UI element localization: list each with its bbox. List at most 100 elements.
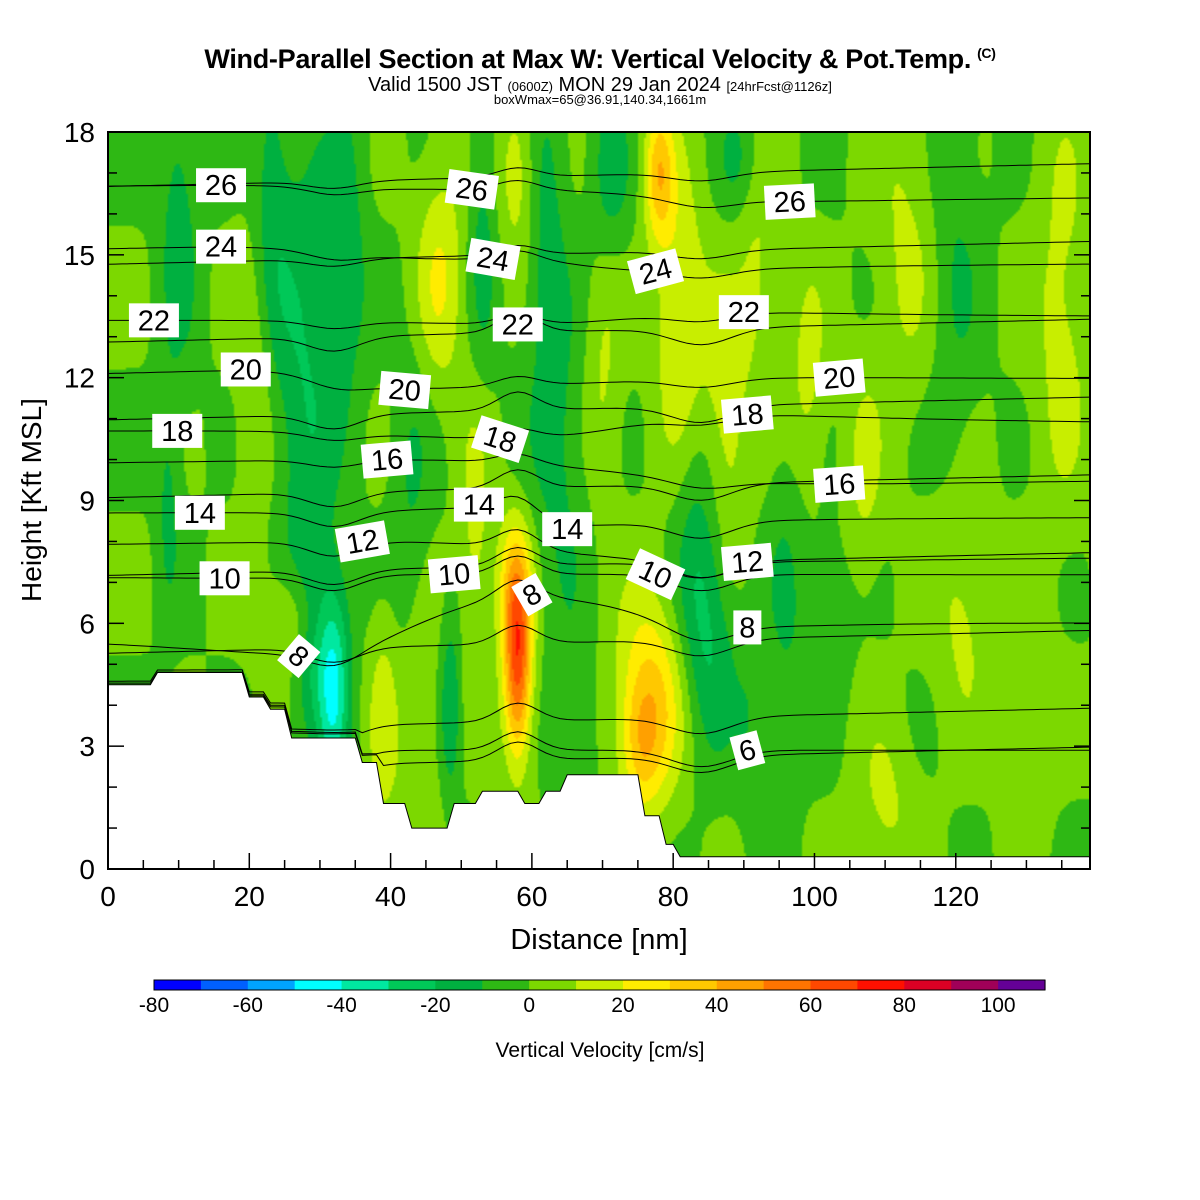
svg-text:10: 10 [208,563,240,595]
theta-contour [108,86,1090,111]
forecast-info: [24hrFcst@1126z] [726,79,832,94]
svg-text:16: 16 [822,468,856,502]
theta-label: 22 [718,295,769,330]
colorbar-swatch [529,980,577,990]
theta-label: 22 [128,303,179,338]
theta-contour [108,312,1090,330]
theta-label: 20 [220,352,271,387]
colorbar-swatch [576,980,624,990]
y-axis: 0 3 6 9 12 15 18 [64,117,1090,885]
colorbar-swatch [341,980,390,990]
theta-label: 26 [444,169,499,210]
theta-contour [108,453,1090,489]
colorbar-tick-label: 40 [705,994,728,1017]
theta-label: 16 [360,440,414,479]
svg-text:24: 24 [474,241,511,278]
y-tick-label: 15 [64,240,95,271]
terrain-mask [108,672,1090,869]
theta-label: 24 [465,237,521,281]
x-tick-label: 60 [516,881,547,912]
chart-title-text: Wind-Parallel Section at Max W: Vertical… [204,44,972,74]
box-wmax-info: boxWmax=65@36.91,140.34,1661m [493,92,707,107]
y-tick-label: 0 [79,854,95,885]
svg-text:20: 20 [822,361,857,396]
theta-label: 8 [733,610,762,645]
theta-label: 10 [427,555,481,594]
valid-time-date: MON 29 Jan 2024 [558,74,721,96]
theta-contour [108,415,1090,441]
theta-label: 12 [334,520,390,563]
x-tick-label: 20 [234,881,265,912]
theta-contour [108,546,1090,586]
svg-text:24: 24 [205,232,237,264]
theta-contour [108,163,1090,189]
colorbar-tick-label: -40 [326,994,356,1017]
theta-label: 18 [720,395,774,434]
colorbar-label: Vertical Velocity [cm/s] [496,1039,705,1062]
svg-text:8: 8 [739,612,755,644]
x-tick-label: 0 [100,881,116,912]
theta-label: 18 [471,415,530,463]
theta-contour [108,241,1090,267]
potential-temperature-contours [108,86,1090,774]
theta-contour [108,179,1090,209]
theta-label: 24 [196,229,247,264]
valid-time-line: Valid 1500 JST (0600Z) MON 29 Jan 2024 [… [0,74,1200,97]
svg-text:20: 20 [230,354,262,386]
colorbar-tick-label: 0 [523,994,535,1017]
theta-label: 24 [626,248,685,295]
colorbar-swatch [388,980,436,990]
svg-text:18: 18 [161,416,193,448]
theta-label: 20 [378,370,432,410]
colorbar-swatch [154,980,202,990]
theta-contour [108,391,1090,430]
theta-contour [108,370,1090,391]
svg-text:14: 14 [463,490,495,522]
svg-text:14: 14 [184,498,216,530]
colorbar-swatch [716,980,765,990]
colorbar-tick-label: 100 [981,994,1016,1017]
svg-text:6: 6 [736,734,760,769]
theta-label: 14 [453,487,504,522]
theta-label: 22 [492,307,543,342]
svg-text:20: 20 [387,374,422,409]
theta-contour [108,579,1090,667]
theta-contour [108,313,1090,352]
svg-text:10: 10 [437,558,472,593]
colorbar-swatch [435,980,483,990]
svg-text:16: 16 [370,443,405,478]
y-tick-label: 3 [79,731,95,762]
theta-label: 14 [174,495,225,530]
svg-text:12: 12 [730,546,765,581]
y-axis-label: Height [Kft MSL] [16,398,47,602]
colorbar-tick-label: 80 [893,994,916,1017]
colorbar-swatch [247,980,296,990]
colorbar-tick-label: -80 [139,994,169,1017]
theta-contour [108,529,1090,579]
copyright-mark: (C) [977,45,996,61]
colorbar-swatch [294,980,343,990]
svg-text:26: 26 [205,170,237,202]
valid-time-prefix: Valid 1500 JST [368,74,502,96]
theta-contour [108,246,1090,279]
colorbar-tick-label: 60 [799,994,822,1017]
svg-text:22: 22 [138,305,170,337]
y-tick-label: 12 [64,363,95,394]
colorbar-swatch [200,980,249,990]
theta-label: 26 [196,168,247,203]
svg-text:26: 26 [453,172,489,208]
theta-label: 6 [729,730,766,771]
x-axis: 0 20 40 60 80 100 120 [100,853,1063,912]
valid-time-utc: (0600Z) [507,79,553,94]
x-tick-label: 80 [658,881,689,912]
theta-label: 26 [763,183,816,220]
y-tick-label: 18 [64,117,95,148]
theta-contour [108,671,1090,768]
colorbar-swatch [763,980,812,990]
y-tick-label: 9 [79,486,95,517]
theta-contour [108,673,1090,774]
colorbar-tick-label: -20 [420,994,450,1017]
colorbar-tick-label: 20 [611,994,634,1017]
